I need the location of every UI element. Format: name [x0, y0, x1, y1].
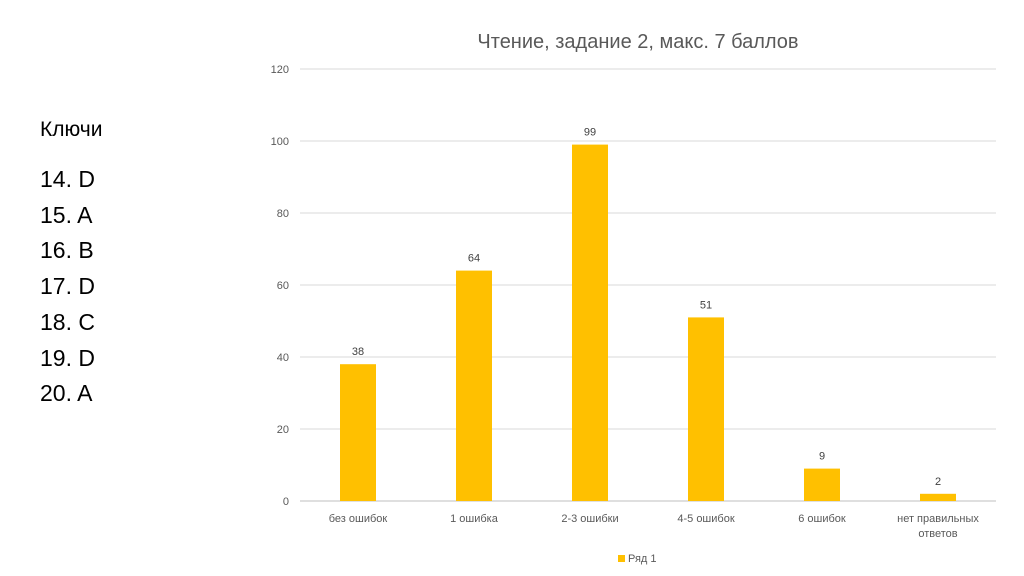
x-tick-label: 6 ошибок: [798, 513, 846, 525]
data-label: 38: [352, 346, 364, 358]
legend: Ряд 1: [618, 553, 657, 565]
key-item: 15. A: [40, 201, 93, 228]
data-label: 51: [700, 299, 712, 311]
data-label: 64: [468, 253, 480, 265]
key-item: 16. B: [40, 237, 94, 264]
y-tick-label: 20: [277, 424, 289, 436]
y-tick-label: 40: [277, 352, 289, 364]
gridlines: [300, 68, 996, 502]
x-tick-label: 1 ошибка: [450, 513, 499, 525]
bar: [920, 493, 956, 501]
y-tick-label: 80: [277, 208, 289, 220]
data-label: 9: [819, 451, 825, 463]
y-axis-ticks: 0 20 40 60 80 100 120: [271, 64, 289, 508]
y-tick-label: 120: [271, 64, 289, 76]
y-tick-label: 0: [283, 496, 289, 508]
x-tick-label: нет правильных: [897, 513, 979, 525]
legend-swatch: [618, 555, 625, 562]
x-axis-ticks: без ошибок 1 ошибка 2-3 ошибки 4-5 ошибок 6 …: [329, 513, 980, 540]
bar: [572, 144, 608, 501]
key-item: 19. D: [40, 344, 95, 371]
x-tick-label: ответов: [918, 528, 957, 540]
legend-label: Ряд 1: [628, 553, 657, 565]
bar: [804, 468, 840, 501]
key-item: 20. A: [40, 380, 93, 407]
bar: [340, 364, 376, 501]
keys-list: 14. D 15. A 16. B 17. D 18. C 19. D 20. …: [40, 162, 102, 412]
x-tick-label: без ошибок: [329, 513, 388, 525]
bar: [456, 270, 492, 501]
y-tick-label: 100: [271, 136, 289, 148]
bar: [688, 317, 724, 501]
x-tick-label: 2-3 ошибки: [561, 513, 618, 525]
y-tick-label: 60: [277, 280, 289, 292]
chart-title: Чтение, задание 2, макс. 7 баллов: [477, 31, 798, 53]
bars: [340, 144, 956, 501]
answer-keys: Ключи 14. D 15. A 16. B 17. D 18. C 19. …: [40, 118, 102, 412]
data-label: 99: [584, 127, 596, 139]
data-label: 2: [935, 476, 941, 488]
data-labels: 38 64 99 51 9 2: [352, 127, 941, 488]
key-item: 14. D: [40, 166, 95, 192]
key-item: 17. D: [40, 273, 95, 300]
x-tick-label: 4-5 ошибок: [677, 513, 734, 525]
keys-title: Ключи: [40, 118, 103, 141]
key-item: 18. C: [40, 308, 95, 335]
